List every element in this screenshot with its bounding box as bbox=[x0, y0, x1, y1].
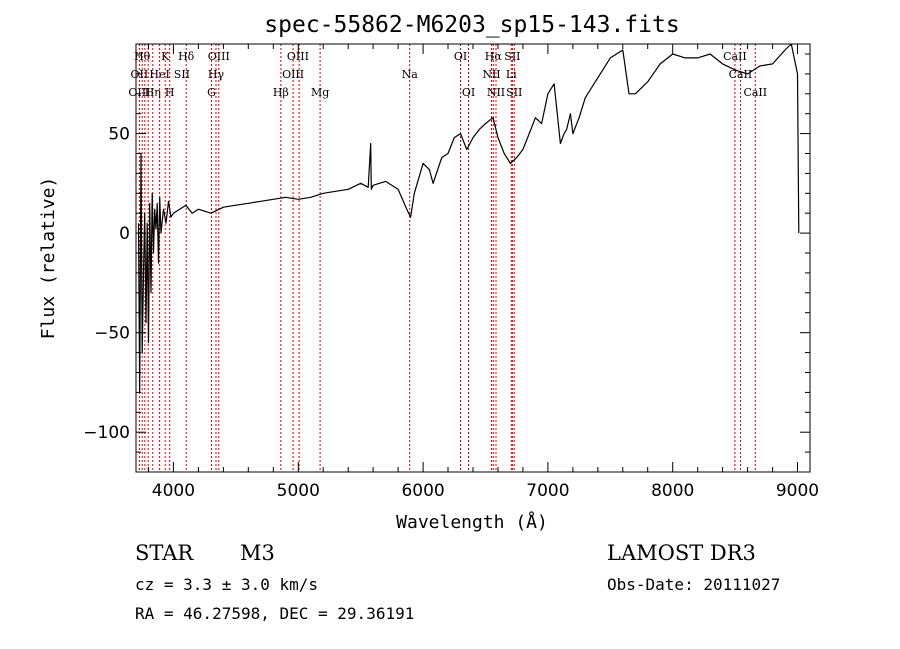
x-tick-label: 5000 bbox=[277, 481, 320, 501]
x-tick-label: 9000 bbox=[776, 481, 819, 501]
line-label: HeI bbox=[149, 68, 169, 81]
line-label: OI bbox=[454, 50, 467, 63]
line-label: OIII bbox=[287, 50, 309, 63]
y-axis: −100 −50 0 50 bbox=[83, 53, 810, 453]
x-tick-label: 4000 bbox=[152, 481, 195, 501]
line-label: SII bbox=[506, 86, 522, 99]
plot-frame bbox=[135, 43, 811, 473]
line-label: Hη bbox=[145, 86, 161, 99]
line-label: Hθ bbox=[134, 50, 151, 63]
obs-date: Obs-Date: 20111027 bbox=[607, 575, 780, 594]
line-label: SII bbox=[504, 50, 520, 63]
chart-title: spec-55862-M6203_sp15-143.fits bbox=[264, 12, 679, 38]
redshift-text: cz = 3.3 ± 3.0 km/s bbox=[135, 575, 318, 594]
y-tick-label: 0 bbox=[119, 224, 130, 244]
object-class: STAR bbox=[135, 541, 194, 565]
coordinates-text: RA = 46.27598, DEC = 29.36191 bbox=[135, 604, 414, 623]
line-label: Na bbox=[402, 68, 419, 81]
line-label: NII bbox=[487, 86, 505, 99]
line-label: CaII bbox=[723, 50, 747, 63]
line-label: Li bbox=[506, 68, 517, 81]
line-label: SII bbox=[174, 68, 190, 81]
line-markers bbox=[138, 44, 756, 472]
line-label: Hβ bbox=[273, 86, 289, 99]
x-axis: 4000 5000 6000 7000 8000 9000 bbox=[148, 44, 819, 501]
line-label: OIII bbox=[208, 50, 230, 63]
spectrum-series bbox=[137, 43, 800, 393]
line-label: CaII bbox=[729, 68, 753, 81]
line-label: Hα bbox=[485, 50, 503, 63]
line-label: OII bbox=[131, 68, 149, 81]
y-tick-label: 50 bbox=[108, 125, 130, 145]
line-label: Hδ bbox=[178, 50, 195, 63]
line-label: H bbox=[165, 86, 175, 99]
line-label: OIII bbox=[128, 86, 150, 99]
y-tick-label: −50 bbox=[94, 324, 130, 344]
line-label: OIII bbox=[282, 68, 304, 81]
y-axis-label: Flux (relative) bbox=[38, 177, 59, 340]
spectrum-line bbox=[137, 43, 800, 393]
y-tick-label: −100 bbox=[83, 423, 130, 443]
x-axis-label: Wavelength (Å) bbox=[396, 511, 548, 533]
line-label: OI bbox=[462, 86, 475, 99]
line-label: NII bbox=[482, 68, 500, 81]
object-subclass: M3 bbox=[240, 541, 275, 565]
x-tick-label: 6000 bbox=[401, 481, 444, 501]
line-label: Mg bbox=[311, 86, 329, 99]
line-label: K bbox=[161, 50, 170, 63]
line-label: CaII bbox=[743, 86, 767, 99]
line-label: Hγ bbox=[208, 68, 225, 81]
line-label: G bbox=[207, 86, 216, 99]
x-tick-label: 8000 bbox=[651, 481, 694, 501]
survey-name: LAMOST DR3 bbox=[607, 541, 756, 565]
x-tick-label: 7000 bbox=[526, 481, 569, 501]
